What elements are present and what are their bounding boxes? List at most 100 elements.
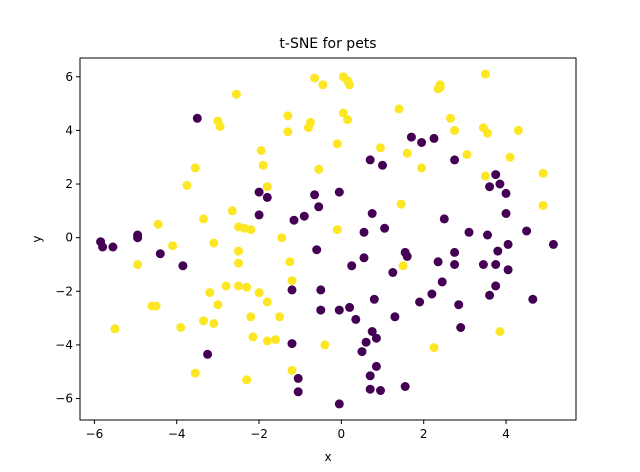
data-point [429, 133, 439, 143]
data-point [450, 125, 460, 135]
data-point [359, 253, 369, 263]
data-point [464, 227, 474, 237]
data-point [380, 223, 390, 233]
data-point [182, 180, 192, 190]
data-point [318, 80, 328, 90]
data-point [293, 387, 303, 397]
data-point [456, 323, 466, 332]
data-point [153, 219, 163, 229]
data-point [289, 215, 299, 225]
data-point [478, 260, 488, 269]
data-point [178, 261, 188, 271]
data-point [439, 214, 449, 224]
data-point [450, 247, 460, 257]
data-point [367, 209, 377, 218]
data-point [215, 121, 225, 131]
x-tick-label: 2 [420, 427, 428, 441]
data-point [285, 257, 295, 267]
data-point [345, 302, 355, 312]
data-point [310, 190, 320, 200]
data-point [491, 170, 501, 180]
data-point [347, 261, 357, 271]
data-point [359, 227, 369, 237]
y-tick-label: 2 [65, 177, 73, 191]
x-tick-label: −6 [86, 427, 104, 441]
data-point [483, 128, 492, 138]
data-point [254, 210, 264, 220]
x-axis-title: x [324, 450, 331, 464]
data-point [528, 294, 538, 304]
data-point [262, 297, 272, 307]
data-point [199, 316, 208, 326]
data-point [316, 305, 326, 315]
data-point [199, 214, 208, 224]
data-point [402, 251, 412, 261]
data-point [538, 201, 548, 210]
data-point [277, 233, 287, 243]
x-tick-label: −2 [250, 427, 268, 441]
data-point [320, 340, 330, 350]
data-point [256, 146, 266, 155]
y-tick-label: 4 [65, 123, 73, 137]
data-point [234, 246, 243, 256]
data-point [435, 80, 445, 90]
data-point [334, 305, 344, 315]
plot-frame [79, 57, 577, 421]
data-point [495, 179, 505, 189]
data-point [485, 182, 495, 192]
data-point [234, 258, 243, 268]
data-point [168, 241, 178, 251]
data-point [501, 209, 511, 218]
data-point [209, 319, 219, 328]
data-point [293, 373, 303, 383]
data-point [450, 260, 460, 269]
data-point [283, 127, 293, 137]
data-point [221, 281, 231, 291]
data-point [246, 225, 256, 235]
data-point [314, 202, 324, 212]
data-point [437, 277, 447, 287]
data-point [388, 268, 398, 277]
data-point [398, 261, 408, 271]
data-point [367, 327, 377, 336]
data-point [371, 361, 381, 371]
data-point [234, 281, 243, 291]
data-point [396, 199, 406, 209]
data-point [248, 332, 258, 342]
data-point [376, 386, 385, 395]
data-point [417, 163, 427, 173]
data-point [310, 73, 320, 83]
data-point [287, 276, 297, 286]
data-point [262, 182, 272, 192]
data-point [176, 323, 186, 332]
data-point [427, 289, 437, 299]
data-point [190, 163, 200, 173]
data-point [351, 314, 361, 324]
data-point [227, 206, 237, 216]
data-point [357, 347, 367, 357]
data-point [287, 339, 297, 349]
y-axis-title: y [30, 235, 44, 242]
data-point [462, 150, 472, 159]
data-point [376, 143, 385, 153]
data-point [203, 349, 213, 359]
data-point [402, 148, 412, 158]
data-point [433, 257, 443, 267]
data-point [287, 365, 297, 375]
data-point [242, 375, 252, 385]
data-point [271, 335, 280, 345]
data-point [275, 312, 285, 322]
data-point [254, 187, 264, 197]
data-point [205, 288, 215, 298]
data-point [110, 324, 120, 334]
x-tick-label: −4 [168, 427, 186, 441]
x-tick-label: 0 [338, 427, 346, 441]
chart-title: t-SNE for pets [279, 36, 376, 52]
data-point [491, 260, 501, 269]
data-point [98, 242, 108, 252]
data-point [361, 337, 371, 347]
data-point [213, 300, 223, 310]
data-point [501, 188, 511, 198]
data-point [406, 132, 416, 142]
